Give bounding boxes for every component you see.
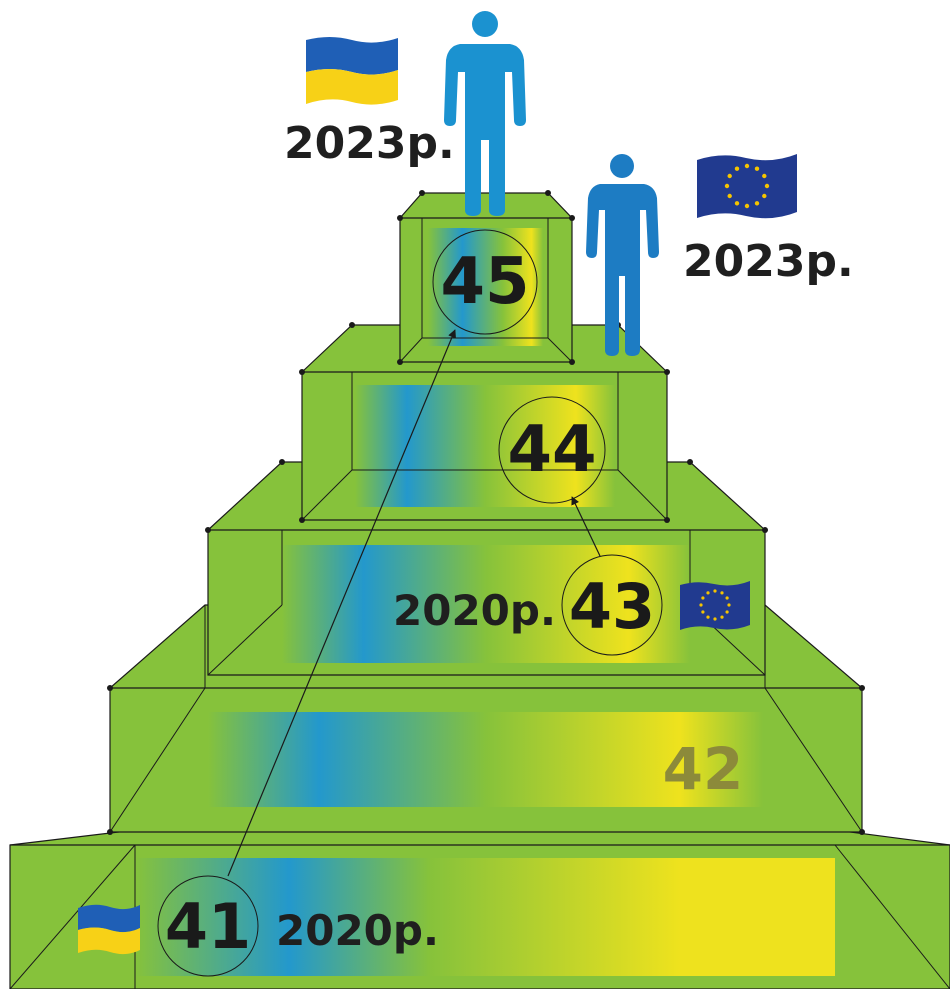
- eu-star: [701, 610, 705, 614]
- ukraine-2020-label: 2020р.: [276, 906, 439, 955]
- eu-star: [724, 183, 730, 189]
- value-circle-41: [157, 875, 259, 977]
- step-1: [9, 829, 950, 989]
- eu-flag-icon: [697, 154, 797, 219]
- eu-star: [754, 166, 760, 171]
- eu-star: [744, 203, 750, 209]
- eu-star: [762, 173, 767, 179]
- eu-star: [701, 596, 705, 600]
- eu-star: [725, 596, 729, 600]
- eu-star: [734, 166, 740, 171]
- eu-star: [764, 183, 770, 189]
- eu-2023-label: 2023р.: [683, 236, 854, 287]
- ukraine-flag-icon: [78, 904, 140, 955]
- step-value-42: 42: [662, 735, 744, 803]
- value-circle-45: [432, 229, 538, 335]
- person-icon: [586, 154, 659, 356]
- ukraine-2023-label: 2023р.: [284, 118, 455, 169]
- step-value-43: 43: [568, 570, 656, 643]
- eu-star: [713, 617, 717, 621]
- eu-star: [706, 615, 710, 619]
- step-value-44: 44: [507, 413, 597, 487]
- step-4: [299, 322, 670, 523]
- ukraine-flag-icon: [306, 37, 398, 105]
- eu-star: [727, 173, 732, 179]
- eu-star: [754, 201, 760, 206]
- eu-star: [744, 163, 750, 169]
- value-circle-44: [498, 396, 606, 504]
- eu-star: [720, 591, 724, 595]
- eu-star: [734, 201, 740, 206]
- value-circle-43: [561, 554, 663, 656]
- eu-star: [720, 615, 724, 619]
- eu-star: [725, 610, 729, 614]
- eu-star: [727, 193, 732, 199]
- eu-star: [727, 603, 731, 607]
- eu-star: [706, 591, 710, 595]
- eu-star: [713, 589, 717, 593]
- person-icon: [444, 11, 526, 216]
- ukraine-progress-arrow: [227, 329, 456, 877]
- eu-star: [762, 193, 767, 199]
- eu-star: [699, 603, 703, 607]
- step-value-41: 41: [164, 890, 252, 963]
- eu-2020-label: 2020р.: [393, 586, 556, 635]
- eu-flag-icon: [680, 581, 750, 630]
- eu-progress-arrow: [571, 496, 601, 557]
- step-value-45: 45: [440, 245, 530, 319]
